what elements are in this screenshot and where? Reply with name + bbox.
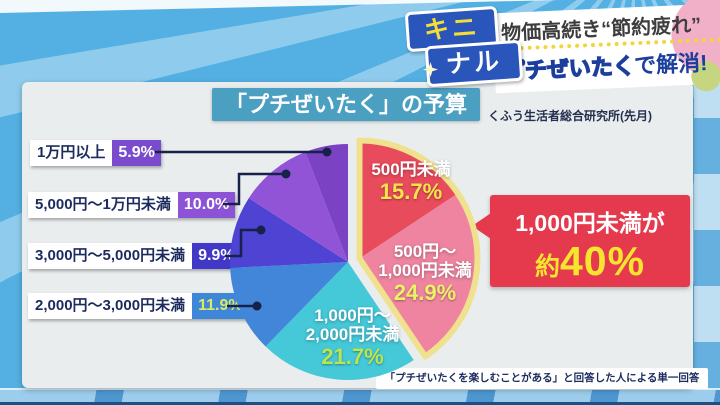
pie-label-percent: 21.7%: [321, 344, 384, 369]
legend-label: 3,000円〜5,000円未満: [28, 243, 193, 269]
pie-label-text: 2,000円未満: [305, 325, 400, 344]
pie-label-percent: 15.7%: [379, 179, 443, 204]
legend-label: 5,000円〜1万円未満: [28, 192, 178, 218]
callout-approx: 約: [534, 253, 560, 281]
pie-label-under-500: 500円未満 15.7%: [336, 160, 486, 205]
leader-dot: [322, 147, 332, 157]
show-logo-bottom: ナル: [424, 39, 524, 88]
pie-label-percent: 24.9%: [393, 280, 457, 305]
legend-row-3000-5000: 3,000円〜5,000円未満 9.9%: [28, 243, 241, 269]
leader-dot: [256, 225, 266, 235]
pie-label-500-1000: 500円〜 1,000円未満 24.9%: [350, 242, 500, 306]
panel-title: 「プチぜいたく」の予算: [212, 88, 480, 121]
pie-slice-6: [305, 144, 348, 262]
legend-label: 2,000円〜3,000円未満: [28, 293, 193, 319]
callout-value: 40%: [559, 238, 646, 284]
leader-line: [225, 228, 261, 258]
callout-line1: 1,000円未満が: [515, 210, 665, 236]
pie-label-text: 1,000円未満: [378, 261, 472, 280]
pie-slices: [229, 137, 481, 381]
legend-row-over-10000: 1万円以上 5.9%: [30, 140, 161, 166]
pie-slice-4: [229, 198, 348, 268]
legend-row-5000-10000: 5,000円〜1万円未満 10.0%: [28, 192, 236, 218]
source-text: くふう生活者総合研究所(先月): [488, 109, 652, 123]
pie-slice-5: [248, 152, 348, 262]
pie-slice-1: [359, 193, 478, 357]
callout-line2: 約40%: [490, 238, 690, 294]
headline-bottom: プチぜいたくで解消!: [502, 44, 720, 86]
legend-percent: 5.9%: [112, 140, 161, 166]
legend-percent: 10.0%: [177, 192, 236, 218]
bottom-stripe-bar: [0, 388, 720, 405]
footnote-text: 「プチぜいたくを楽しむことがある」と回答した人による単一回答: [376, 368, 708, 389]
pie-label-text: 500円未満: [371, 160, 451, 179]
pie-slice-3: [230, 262, 348, 347]
pie-label-1000-2000: 1,000円〜 2,000円未満 21.7%: [280, 306, 425, 370]
headline-rest: で解消!: [633, 50, 708, 79]
pie-label-text: 1,000円〜: [314, 306, 391, 325]
leader-dot: [281, 169, 291, 179]
leader-lines: [155, 147, 332, 311]
legend-label: 1万円以上: [30, 140, 113, 166]
leader-line: [223, 172, 286, 206]
exploded-wedge-border: [356, 137, 481, 360]
pie-label-text: 500円〜: [393, 242, 457, 261]
pie-slice-2: [265, 262, 414, 381]
legend-row-2000-3000: 2,000円〜3,000円未満 11.9%: [28, 293, 249, 319]
callout-under-1000yen: 1,000円未満が 約40%: [490, 195, 690, 287]
leader-dot: [252, 301, 262, 311]
right-stripe-band: [694, 62, 720, 388]
headline-band: 物価高続き“節約疲れ” プチぜいたくで解消!: [492, 0, 720, 94]
